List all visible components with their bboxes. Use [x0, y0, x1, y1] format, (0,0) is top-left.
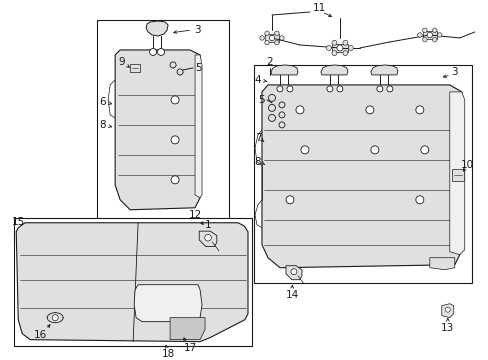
Circle shape: [431, 28, 436, 32]
Circle shape: [420, 146, 428, 154]
Circle shape: [342, 40, 347, 45]
Text: 2: 2: [266, 57, 273, 67]
Circle shape: [279, 36, 284, 40]
Text: 14: 14: [285, 290, 298, 300]
Circle shape: [415, 106, 423, 114]
Circle shape: [445, 307, 449, 312]
Circle shape: [259, 36, 264, 40]
Circle shape: [171, 96, 179, 104]
Circle shape: [274, 31, 279, 36]
Circle shape: [278, 122, 285, 128]
Text: 16: 16: [34, 330, 47, 339]
Circle shape: [268, 104, 275, 111]
Text: 15: 15: [12, 217, 25, 227]
Circle shape: [426, 32, 431, 38]
Text: 17: 17: [183, 343, 196, 353]
Circle shape: [52, 315, 58, 321]
Bar: [253, 65, 471, 283]
Circle shape: [336, 45, 342, 51]
Circle shape: [278, 112, 285, 118]
Circle shape: [149, 49, 156, 55]
Circle shape: [286, 86, 292, 92]
Circle shape: [268, 94, 275, 102]
Circle shape: [386, 86, 392, 92]
Circle shape: [268, 114, 275, 121]
Polygon shape: [16, 223, 247, 342]
Text: 7: 7: [254, 133, 261, 143]
Polygon shape: [451, 169, 463, 181]
Polygon shape: [134, 285, 202, 322]
Circle shape: [422, 37, 426, 42]
Polygon shape: [130, 64, 140, 72]
Circle shape: [336, 86, 342, 92]
Text: 5: 5: [258, 95, 265, 105]
Circle shape: [347, 45, 353, 50]
Circle shape: [326, 45, 331, 50]
Polygon shape: [429, 258, 454, 270]
Text: 3: 3: [450, 67, 457, 77]
Circle shape: [269, 35, 274, 41]
Circle shape: [422, 28, 426, 32]
Polygon shape: [320, 65, 347, 75]
Polygon shape: [195, 55, 202, 198]
Text: 11: 11: [313, 3, 326, 13]
Polygon shape: [370, 65, 397, 75]
Circle shape: [437, 33, 441, 37]
Circle shape: [365, 106, 373, 114]
Polygon shape: [285, 266, 301, 280]
Bar: [14, 218, 251, 346]
Polygon shape: [146, 21, 168, 36]
Text: 12: 12: [188, 210, 201, 220]
Polygon shape: [449, 92, 464, 255]
Text: 9: 9: [119, 57, 125, 67]
Circle shape: [278, 102, 285, 108]
Circle shape: [170, 62, 176, 68]
Circle shape: [264, 31, 269, 36]
Circle shape: [285, 196, 293, 204]
Circle shape: [370, 146, 378, 154]
Text: 8: 8: [99, 120, 105, 130]
Polygon shape: [262, 85, 461, 268]
Polygon shape: [422, 31, 436, 39]
Polygon shape: [264, 34, 279, 41]
Text: 6: 6: [99, 97, 105, 107]
Polygon shape: [199, 231, 216, 247]
Circle shape: [204, 234, 211, 241]
Circle shape: [177, 69, 183, 75]
Circle shape: [274, 40, 279, 45]
Circle shape: [415, 196, 423, 204]
Text: 18: 18: [161, 348, 174, 359]
Bar: [97, 20, 228, 238]
Circle shape: [276, 86, 283, 92]
Text: 13: 13: [440, 323, 453, 333]
Text: 10: 10: [460, 160, 473, 170]
Circle shape: [417, 33, 421, 37]
Circle shape: [171, 136, 179, 144]
Circle shape: [331, 40, 336, 45]
Circle shape: [376, 86, 382, 92]
Circle shape: [171, 176, 179, 184]
Circle shape: [342, 51, 347, 56]
Polygon shape: [115, 50, 200, 210]
Circle shape: [264, 40, 269, 45]
Circle shape: [300, 146, 308, 154]
Circle shape: [431, 37, 436, 42]
Polygon shape: [331, 44, 347, 52]
Circle shape: [290, 269, 296, 275]
Circle shape: [157, 49, 164, 55]
Text: 8: 8: [254, 157, 261, 167]
Text: 4: 4: [254, 75, 261, 85]
Polygon shape: [170, 318, 204, 339]
Circle shape: [295, 106, 304, 114]
Circle shape: [331, 51, 336, 56]
Text: 1: 1: [204, 220, 211, 230]
Text: 3: 3: [193, 25, 200, 35]
Polygon shape: [441, 304, 453, 318]
Circle shape: [326, 86, 332, 92]
Text: 5: 5: [194, 63, 201, 73]
Polygon shape: [270, 65, 297, 75]
